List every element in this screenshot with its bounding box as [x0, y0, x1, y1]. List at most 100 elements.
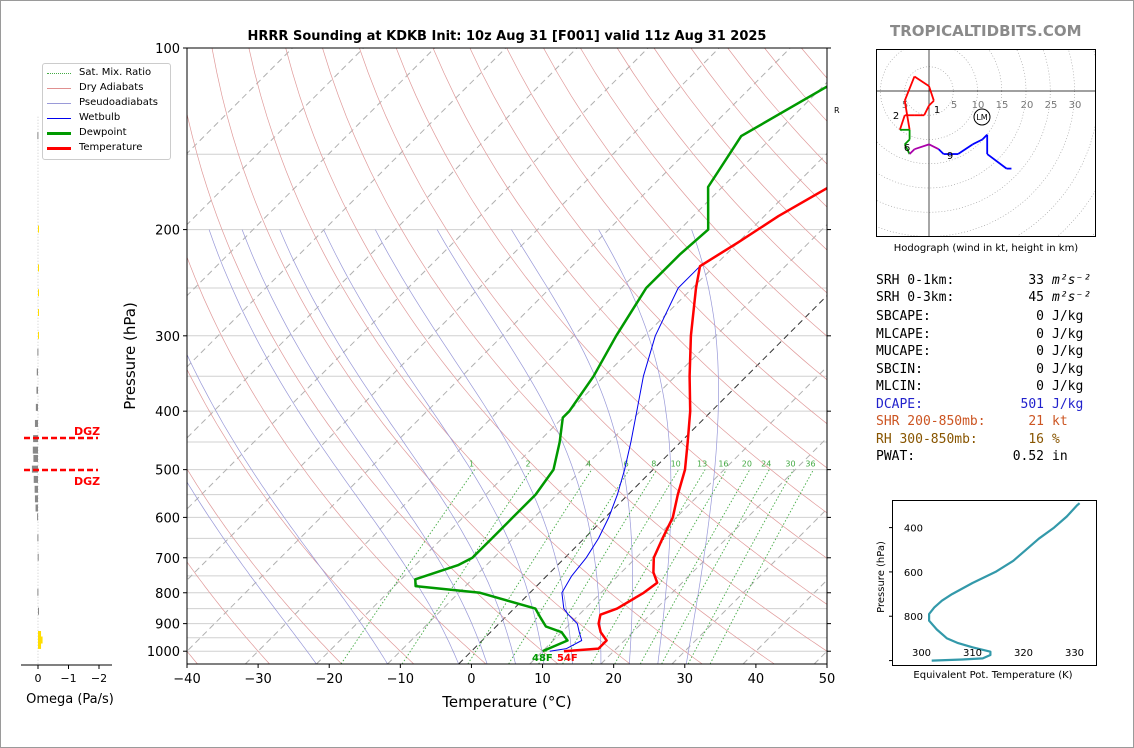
legend-line-temperature	[47, 147, 71, 150]
omega-bar	[35, 403, 38, 411]
theta-e-axes	[892, 500, 1097, 666]
skew-t-y-tick-label: 100	[155, 42, 180, 57]
mixing-ratio-label: 24	[761, 460, 771, 469]
parameter-unit: J/kg	[1052, 396, 1084, 412]
omega-bar	[35, 504, 38, 512]
isotherm-line	[244, 81, 827, 664]
parameter-label: DCAPE:	[876, 396, 923, 412]
dry-adiabat-line	[727, 48, 827, 165]
skew-t-x-tick-label: −10	[387, 672, 414, 687]
dry-adiabat-line	[801, 48, 827, 79]
dry-adiabat-line	[432, 48, 827, 514]
parameter-value: 0	[1036, 361, 1044, 377]
skew-t-y-tick-label: 700	[155, 552, 180, 567]
lm-label: LM	[976, 113, 987, 122]
skew-t-x-tick-label: 0	[467, 672, 475, 687]
omega-bar	[38, 225, 39, 233]
omega-bar	[34, 485, 38, 493]
parameter-value: 16	[1028, 431, 1044, 447]
hodograph-segment	[986, 153, 1008, 170]
omega-bar	[38, 636, 43, 644]
isotherm-line	[316, 152, 827, 664]
skew-t-y-tick-label: 300	[155, 330, 180, 345]
hodograph-segment	[899, 114, 906, 131]
hodograph-segment	[908, 148, 916, 155]
omega-bar	[34, 419, 38, 427]
theta-e-x-tick-label: 320	[1014, 648, 1033, 659]
dry-adiabat-line	[285, 48, 775, 664]
isotherm-line	[742, 579, 827, 664]
dewpoint-profile-line	[414, 85, 827, 653]
mixing-ratio-label: 2	[526, 460, 531, 469]
skew-t-axes	[186, 47, 828, 665]
omega-bar	[38, 331, 39, 339]
parameter-unit: kt	[1052, 414, 1068, 429]
legend-line-dry-adiabats	[47, 88, 71, 89]
theta-e-x-tick-label: 330	[1065, 648, 1084, 659]
hodo-ring-label-10: 10	[972, 100, 985, 111]
pseudoadiabat-line	[187, 481, 317, 664]
theta-e-x-tick-label: 310	[963, 648, 982, 659]
legend-line-sat-mix-ratio	[47, 73, 71, 74]
mixing-ratio-line	[562, 469, 680, 664]
hodograph-caption: Hodograph (wind in kt, height in km)	[894, 243, 1079, 254]
pseudoadiabat-line	[598, 229, 672, 664]
omega-bar	[38, 631, 42, 639]
pseudoadiabat-line	[374, 229, 573, 664]
parameter-value: 0.52	[1012, 449, 1044, 464]
omega-x-tick-label: −1	[60, 672, 76, 685]
surface-dewpoint-label: 48F	[532, 653, 553, 664]
parameter-unit: in	[1052, 449, 1068, 464]
skew-t-x-tick-label: −40	[173, 672, 200, 687]
omega-bar	[32, 446, 38, 454]
mixing-ratio-line	[401, 469, 532, 664]
omega-bar	[33, 454, 38, 462]
legend-label-sat-mix-ratio: Sat. Mix. Ratio	[79, 67, 152, 78]
pseudoadiabat-line	[241, 229, 488, 664]
surface-temp-label: 54F	[557, 653, 578, 664]
dry-adiabat-line	[187, 468, 342, 664]
omega-bar	[36, 368, 38, 376]
parameter-value: 0	[1036, 309, 1044, 324]
hodo-ring-label-15: 15	[996, 100, 1009, 111]
parameter-value: 501	[1020, 396, 1044, 412]
hodograph: 5 5 10 15 20 25 30 1 2 6 9 LM Hodograph …	[876, 49, 1096, 254]
mixing-ratio-label: 1	[469, 460, 474, 469]
hodo-ring-label-25: 25	[1045, 100, 1058, 111]
dry-adiabat-line	[211, 48, 631, 664]
parameter-unit: J/kg	[1052, 326, 1084, 342]
theta-e-profile-line	[927, 502, 1081, 662]
hodograph-segment	[913, 75, 930, 87]
theta-e-xlabel: Equivalent Pot. Temperature (K)	[913, 670, 1072, 681]
omega-bar	[37, 513, 39, 521]
legend: Sat. Mix. Ratio Dry Adiabats Pseudoadiab…	[42, 63, 171, 160]
parameter-label: MLCIN:	[876, 379, 923, 394]
mixing-ratio-line	[508, 469, 630, 664]
mixing-ratio-line	[614, 469, 727, 664]
dry-adiabat-line	[506, 48, 827, 425]
dry-adiabat-line	[187, 561, 270, 664]
rm-label: RM	[834, 106, 840, 115]
parameter-unit: J/kg	[1052, 344, 1084, 359]
dry-adiabat-line	[395, 48, 827, 559]
hodograph-segment	[923, 105, 930, 116]
omega-bar	[37, 348, 39, 356]
pseudoadiabat-line	[436, 229, 602, 664]
pseudoadiabat-line	[511, 229, 633, 664]
skew-t-y-tick-label: 400	[155, 405, 180, 420]
skew-t-x-tick-label: −30	[244, 672, 271, 687]
legend-line-pseudoadiabats	[47, 103, 71, 104]
parameter-label: SRH 0-3km:	[876, 290, 955, 305]
hodograph-segment	[903, 76, 916, 102]
omega-bar	[33, 475, 38, 483]
hodo-height-label-1: 1	[934, 105, 940, 116]
skew-t-y-tick-label: 1000	[147, 645, 180, 660]
mixing-ratio-line	[639, 469, 751, 664]
hodo-height-label-9: 9	[947, 151, 953, 162]
legend-line-wetbulb	[47, 118, 71, 119]
lm-storm-motion-marker	[973, 108, 991, 126]
skew-t-x-tick-label: 30	[677, 672, 694, 687]
dry-adiabat-line	[187, 368, 415, 664]
omega-bar	[38, 607, 39, 615]
legend-label-wetbulb: Wetbulb	[79, 112, 121, 123]
